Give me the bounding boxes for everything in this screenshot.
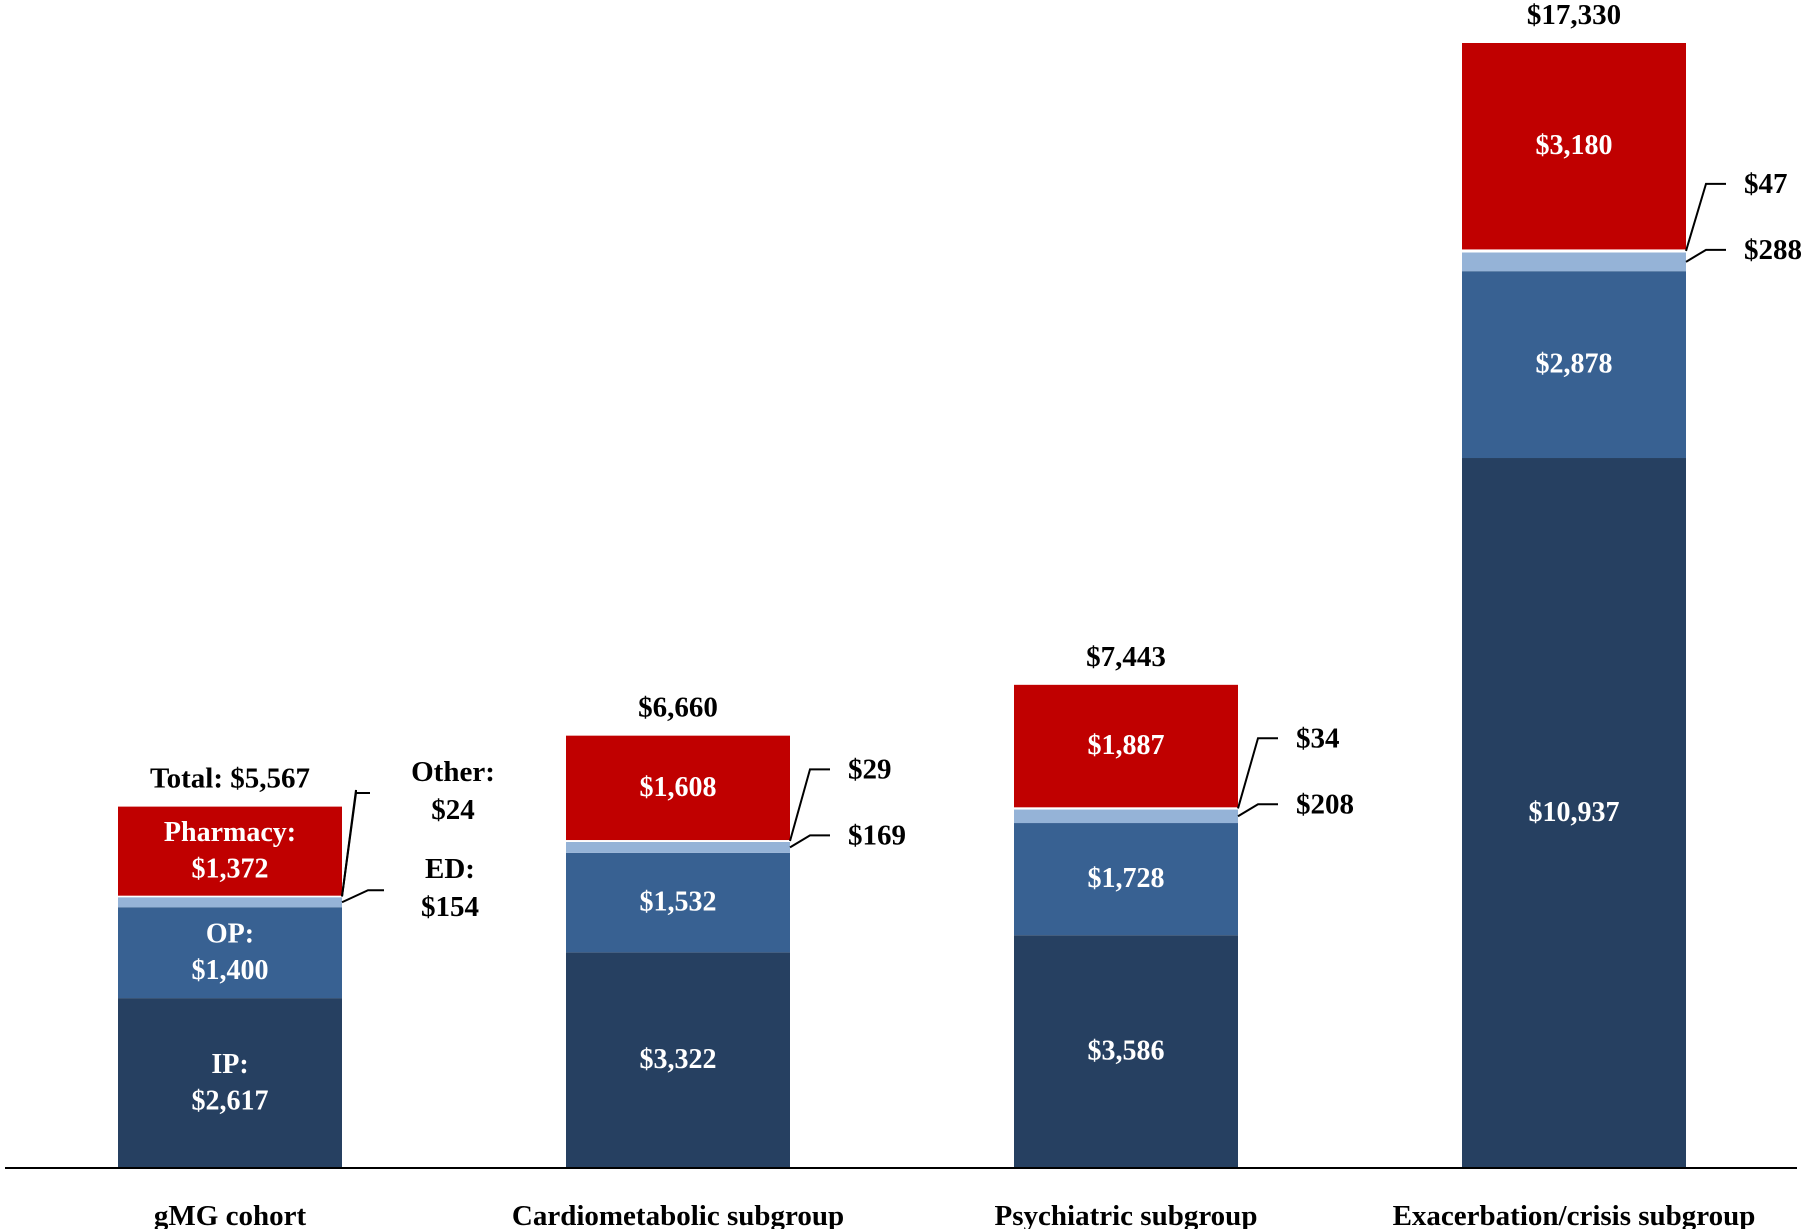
total-label-1: $6,660 bbox=[638, 691, 718, 723]
callout-line-ed-1 bbox=[789, 834, 830, 849]
bar-pharmacy-1 bbox=[566, 735, 790, 841]
callout-label-other-0: Other: $24 bbox=[411, 756, 495, 826]
callout-label-other-3: $47 bbox=[1744, 167, 1788, 199]
bar-ip-3 bbox=[1462, 458, 1686, 1168]
label-op-1: $1,532 bbox=[640, 887, 717, 918]
bar-other-0 bbox=[118, 895, 342, 898]
label-pharmacy-0: Pharmacy: $1,372 bbox=[164, 817, 296, 884]
label-ip-3: $10,937 bbox=[1529, 797, 1620, 828]
label-pharmacy-1: $1,608 bbox=[640, 772, 717, 803]
bar-ed-1 bbox=[566, 841, 790, 853]
bar-pharmacy-2 bbox=[1014, 684, 1238, 808]
callout-line-other-2 bbox=[1237, 737, 1278, 809]
callout-line-ed-2 bbox=[1237, 803, 1278, 818]
label-ip-2: $3,586 bbox=[1088, 1036, 1165, 1067]
callout-line-other-3 bbox=[1685, 182, 1726, 252]
bar-op-2 bbox=[1014, 823, 1238, 936]
bar-ed-3 bbox=[1462, 252, 1686, 272]
label-op-2: $1,728 bbox=[1088, 864, 1165, 895]
bar-op-3 bbox=[1462, 271, 1686, 459]
bar-ip-0 bbox=[118, 998, 342, 1168]
callout-label-ed-1: $169 bbox=[848, 819, 906, 851]
bar-op-0 bbox=[118, 907, 342, 999]
label-ip-1: $3,322 bbox=[640, 1045, 717, 1076]
callout-label-other-2: $34 bbox=[1296, 722, 1340, 754]
bar-other-2 bbox=[1014, 807, 1238, 810]
callout-label-ed-0: ED: $154 bbox=[421, 853, 479, 923]
label-op-3: $2,878 bbox=[1536, 349, 1613, 380]
label-ip-0: IP: $2,617 bbox=[192, 1049, 269, 1116]
callout-line-other-tick-0 bbox=[341, 792, 370, 897]
bar-other-1 bbox=[566, 840, 790, 842]
bar-ip-2 bbox=[1014, 935, 1238, 1168]
total-label-2: $7,443 bbox=[1086, 640, 1166, 672]
callout-label-ed-3: $288 bbox=[1744, 233, 1801, 265]
callout-line-ed-3 bbox=[1685, 248, 1726, 263]
bar-ed-0 bbox=[118, 897, 342, 908]
category-label-0: gMG cohort bbox=[154, 1200, 307, 1229]
label-pharmacy-2: $1,887 bbox=[1088, 730, 1165, 761]
callout-line-other-1 bbox=[789, 768, 830, 842]
label-op-0: OP: $1,400 bbox=[192, 919, 269, 986]
bar-ip-1 bbox=[566, 952, 790, 1168]
callout-label-ed-2: $208 bbox=[1296, 788, 1354, 820]
callout-label-other-1: $29 bbox=[848, 753, 892, 785]
bar-pharmacy-0 bbox=[118, 806, 342, 896]
bar-pharmacy-3 bbox=[1462, 43, 1686, 250]
bar-ed-2 bbox=[1014, 809, 1238, 824]
category-label-2: Psychiatric subgroup bbox=[995, 1200, 1258, 1229]
category-label-3: Exacerbation/crisis subgroup bbox=[1393, 1200, 1756, 1229]
label-pharmacy-3: $3,180 bbox=[1536, 131, 1613, 162]
bar-other-3 bbox=[1462, 249, 1686, 253]
total-label-0: Total: $5,567 bbox=[150, 762, 310, 794]
callout-line-ed-0 bbox=[341, 889, 384, 904]
category-label-1: Cardiometabolic subgroup bbox=[512, 1200, 844, 1229]
bar-op-1 bbox=[566, 852, 790, 953]
total-label-3: $17,330 bbox=[1527, 0, 1621, 31]
